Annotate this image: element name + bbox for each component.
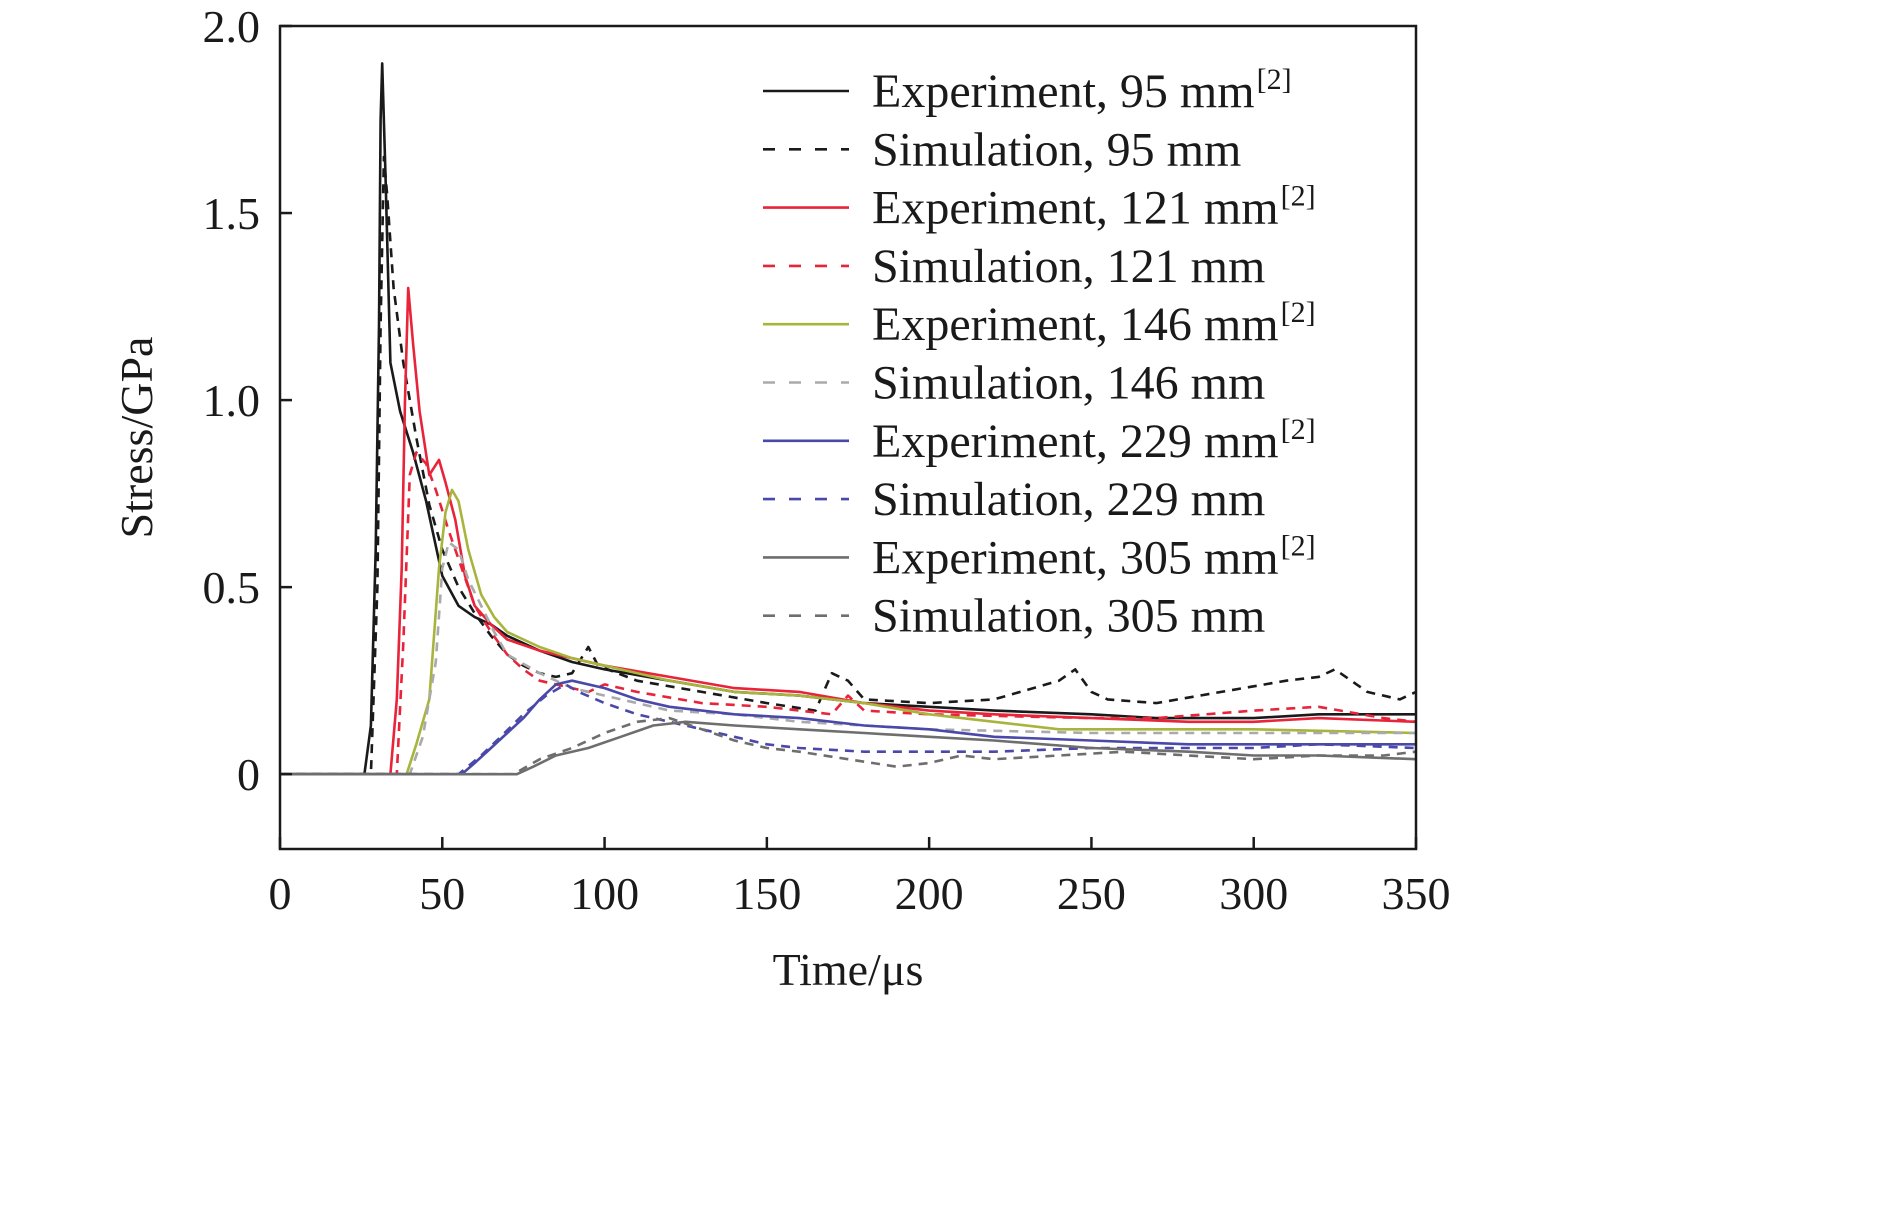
x-tick-label: 250 bbox=[1057, 868, 1126, 919]
x-tick-label: 300 bbox=[1219, 868, 1288, 919]
series-line-5 bbox=[280, 488, 1417, 776]
x-axis-title: Time/μs bbox=[773, 944, 924, 995]
x-tick-label: 100 bbox=[570, 868, 639, 919]
legend-label: Simulation, 146 mm bbox=[872, 357, 1265, 410]
legend-label: Simulation, 121 mm bbox=[872, 240, 1265, 293]
legend-label: Experiment, 121 mm bbox=[872, 182, 1279, 235]
x-tick-label: 50 bbox=[419, 868, 465, 919]
x-tick-label: 350 bbox=[1382, 868, 1451, 919]
x-tick-label: 0 bbox=[269, 868, 292, 919]
series-line-7 bbox=[280, 679, 1416, 776]
stress-time-chart: 0 50 100 150 200 250 300 350 0 0.5 1.0 1.5 2.0 Time… bbox=[111, 1, 1451, 995]
legend-citation-superscript: [2] bbox=[1257, 63, 1292, 96]
y-tick-label: 2.0 bbox=[203, 1, 261, 52]
series-line-10 bbox=[280, 716, 1417, 776]
y-axis-title: Stress/GPa bbox=[111, 337, 162, 539]
y-tick-label: 0.5 bbox=[203, 562, 261, 613]
legend-label: Simulation, 229 mm bbox=[872, 473, 1265, 526]
legend-citation-superscript: [2] bbox=[1281, 180, 1316, 213]
legend-citation-superscript: [2] bbox=[1281, 413, 1316, 446]
legend-label: Simulation, 95 mm bbox=[872, 123, 1241, 176]
legend-citation-superscript: [2] bbox=[1281, 296, 1316, 329]
legend-label: Experiment, 305 mm bbox=[872, 531, 1279, 584]
y-tick-label: 1.0 bbox=[203, 375, 261, 426]
y-axis: 0 0.5 1.0 1.5 2.0 bbox=[203, 1, 292, 800]
legend: Experiment, 95 mm [2]Simulation, 95 mmExp… bbox=[763, 63, 1316, 643]
x-axis: 0 50 100 150 200 250 300 350 bbox=[269, 837, 1451, 919]
series-line-9 bbox=[280, 720, 1417, 776]
legend-label: Experiment, 229 mm bbox=[872, 415, 1279, 468]
series-line-2 bbox=[280, 155, 1417, 776]
y-tick-label: 0 bbox=[237, 749, 260, 800]
legend-label: Experiment, 95 mm bbox=[872, 65, 1255, 118]
plot-frame bbox=[278, 24, 1418, 851]
x-tick-label: 150 bbox=[732, 868, 801, 919]
legend-citation-superscript: [2] bbox=[1281, 529, 1316, 562]
legend-label: Simulation, 305 mm bbox=[872, 590, 1265, 643]
legend-label: Experiment, 146 mm bbox=[872, 298, 1279, 351]
x-tick-label: 200 bbox=[895, 868, 964, 919]
series-line-3 bbox=[280, 286, 1417, 776]
y-tick-label: 1.5 bbox=[203, 188, 261, 239]
plot-lines bbox=[280, 62, 1417, 776]
